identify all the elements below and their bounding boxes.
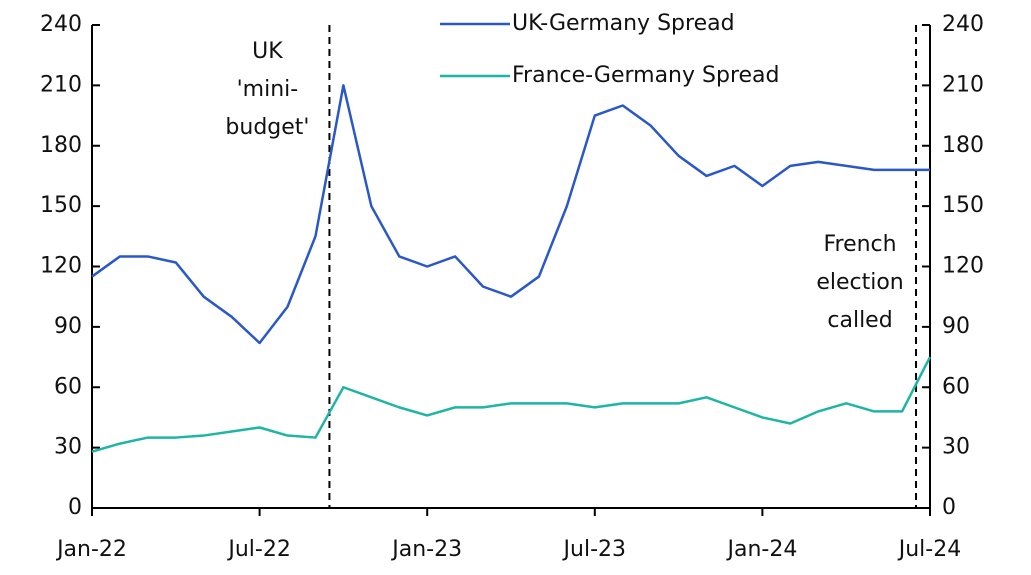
annotation-text: budget' [225, 115, 309, 140]
y-tick-label: 0 [68, 495, 82, 520]
y-tick-label: 180 [40, 133, 82, 158]
y-tick-label: 60 [54, 374, 82, 399]
y-tick-label: 240 [40, 12, 82, 37]
x-tick-label: Jul-24 [897, 537, 961, 562]
y2-tick-label: 120 [942, 254, 984, 279]
y2-tick-label: 0 [942, 495, 956, 520]
annotation-text: French [823, 232, 896, 257]
y2-tick-label: 90 [942, 314, 970, 339]
annotation-text: election [816, 270, 903, 295]
annotation-text: UK [252, 39, 283, 64]
annotation-text: 'mini- [237, 77, 299, 102]
y-tick-label: 210 [40, 72, 82, 97]
y2-tick-label: 60 [942, 374, 970, 399]
y-tick-label: 30 [54, 435, 82, 460]
y2-tick-label: 240 [942, 12, 984, 37]
legend-label: UK-Germany Spread [512, 11, 735, 36]
y-tick-label: 90 [54, 314, 82, 339]
y2-tick-label: 210 [942, 72, 984, 97]
y-tick-label: 150 [40, 193, 82, 218]
y-tick-label: 120 [40, 254, 82, 279]
annotation-text: called [827, 308, 892, 333]
legend-label: France-Germany Spread [512, 63, 779, 88]
x-tick-label: Jan-22 [55, 537, 127, 562]
x-tick-label: Jan-24 [725, 537, 797, 562]
y2-tick-label: 30 [942, 435, 970, 460]
y2-tick-label: 150 [942, 193, 984, 218]
series-line [91, 356, 932, 453]
x-tick-label: Jul-23 [562, 537, 626, 562]
y2-tick-label: 180 [942, 133, 984, 158]
x-tick-label: Jul-22 [226, 537, 290, 562]
x-tick-label: Jan-23 [390, 537, 462, 562]
series-line [91, 84, 930, 345]
